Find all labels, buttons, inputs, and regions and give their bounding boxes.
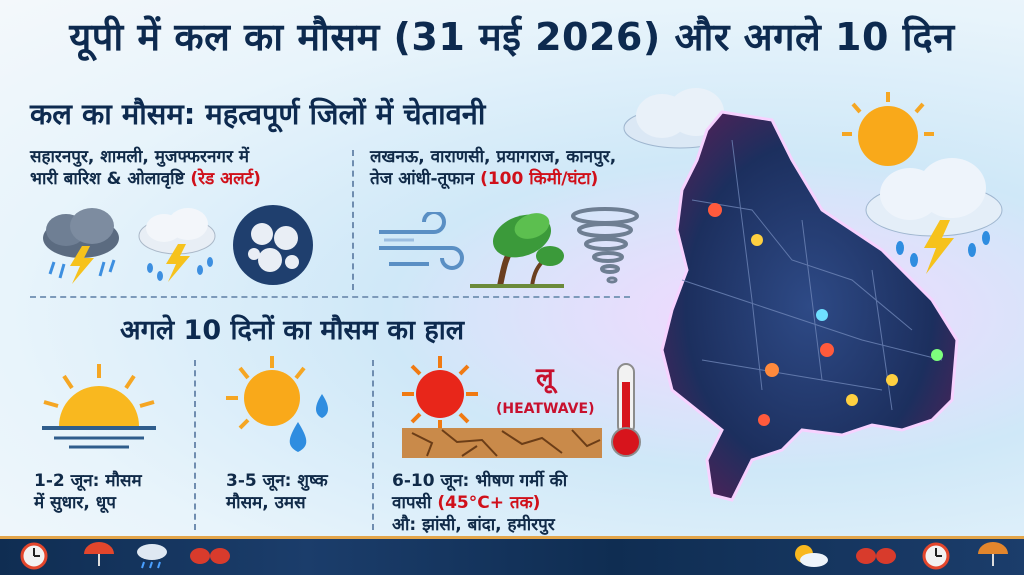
wind-icon bbox=[379, 212, 464, 270]
col3-line3: औ: झांसी, बांदा, हमीरपुर bbox=[392, 515, 555, 536]
sunset-icon bbox=[42, 364, 156, 449]
divider-vertical-2 bbox=[194, 360, 196, 530]
clock-icon bbox=[20, 542, 48, 570]
warning-left-line2: भारी बारिश & ओलावृष्टि (रेड अलर्ट) bbox=[30, 168, 261, 190]
temperature-label: (45°C+ तक) bbox=[437, 493, 541, 514]
warning-right-line2-text: तेज आंधी-तूफान bbox=[370, 169, 481, 190]
col3-line1: 6-10 जून: भीषण गर्मी की bbox=[392, 471, 568, 491]
divider-horizontal bbox=[30, 296, 630, 298]
warning-right-text: लखनऊ, वाराणसी, प्रयागराज, कानपुर, तेज आं… bbox=[370, 146, 616, 190]
heatwave-label: (HEATWAVE) bbox=[496, 401, 595, 417]
sun-cloud-storm-icon bbox=[865, 158, 1003, 274]
tree-storm-icon bbox=[470, 213, 564, 288]
col3-line2-text: वापसी bbox=[392, 493, 438, 514]
warning-right-line1: लखनऊ, वाराणसी, प्रयागराज, कानपुर, bbox=[370, 147, 617, 167]
red-alert-label: (रेड अलर्ट) bbox=[190, 169, 261, 190]
sun-rain-icon bbox=[226, 356, 328, 452]
wind-speed-label: (100 किमी/घंटा) bbox=[480, 169, 599, 190]
sunglasses-icon bbox=[190, 548, 230, 564]
col2-line1: 3-5 जून: शुष्क bbox=[226, 471, 328, 491]
hail-icon bbox=[233, 205, 313, 285]
sun-cloud-icon bbox=[795, 545, 828, 567]
cloud-rain-icon bbox=[137, 544, 167, 569]
warning-left-text: सहारनपुर, शामली, मुजफ्फरनगर में भारी बार… bbox=[30, 146, 261, 190]
up-map-icon bbox=[660, 110, 959, 502]
umbrella-icon bbox=[84, 542, 114, 566]
clock-icon-right bbox=[922, 542, 950, 570]
loo-label: लू bbox=[536, 363, 554, 393]
page-title: यूपी में कल का मौसम (31 मई 2026) और अगले… bbox=[69, 15, 955, 59]
thermometer-icon bbox=[611, 363, 641, 457]
sunglasses-icon-right bbox=[856, 548, 896, 564]
col1-line2: में सुधार, धूप bbox=[34, 493, 116, 514]
bottom-decorative-bar bbox=[0, 536, 1024, 575]
section-warning-title: कल का मौसम: महत्वपूर्ण जिलों में चेतावनी bbox=[30, 97, 486, 131]
divider-vertical-3 bbox=[372, 360, 374, 530]
tornado-icon bbox=[571, 207, 639, 284]
divider-vertical-1 bbox=[352, 150, 354, 290]
col2-line2: मौसम, उमस bbox=[226, 493, 306, 514]
rain-lightning-icon bbox=[138, 208, 216, 282]
col3-line2: वापसी (45°C+ तक) bbox=[392, 492, 567, 514]
section-forecast-title: अगले 10 दिनों का मौसम का हाल bbox=[120, 315, 465, 346]
sun-icon-map bbox=[842, 92, 934, 166]
col1-line1: 1-2 जून: मौसम bbox=[34, 471, 142, 491]
umbrella-icon-right bbox=[978, 542, 1008, 566]
warning-left-line2-text: भारी बारिश & ओलावृष्टि bbox=[30, 169, 191, 190]
forecast-col2: 3-5 जून: शुष्क मौसम, उमस bbox=[226, 470, 328, 514]
forecast-col3: 6-10 जून: भीषण गर्मी की वापसी (45°C+ तक)… bbox=[392, 470, 567, 536]
warning-right-line2: तेज आंधी-तूफान (100 किमी/घंटा) bbox=[370, 168, 616, 190]
storm-cloud-icon bbox=[43, 208, 119, 284]
forecast-col1: 1-2 जून: मौसम में सुधार, धूप bbox=[34, 470, 142, 514]
sun-icon bbox=[402, 356, 478, 432]
warning-left-line1: सहारनपुर, शामली, मुजफ्फरनगर में bbox=[30, 147, 250, 167]
cracked-earth-icon bbox=[402, 428, 602, 458]
